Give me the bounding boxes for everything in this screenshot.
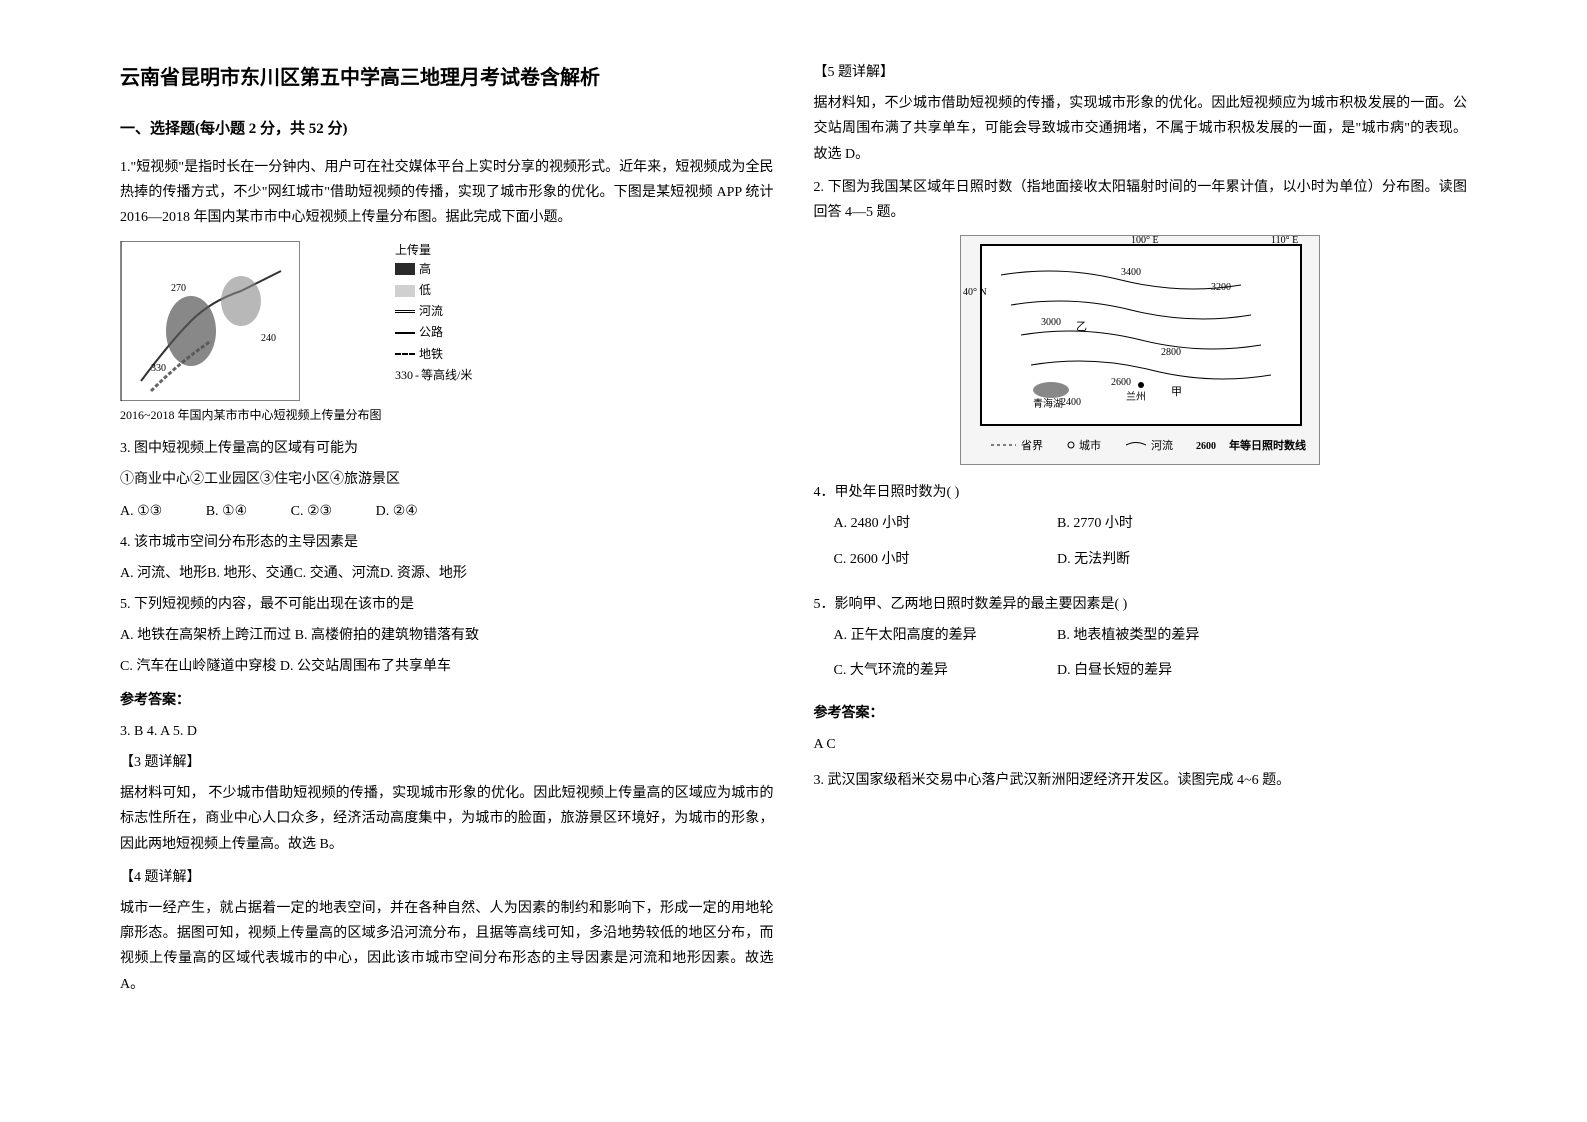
- q5-options-cd: C. 汽车在山岭隧道中穿梭 D. 公交站周围布了共享单车: [120, 654, 774, 679]
- legend-line-river: [395, 310, 415, 313]
- lon1-label: 100° E: [1131, 235, 1159, 246]
- answers-1: 3. B 4. A 5. D: [120, 719, 774, 744]
- svg-text:年等日照时数线: 年等日照时数线: [1229, 438, 1306, 452]
- legend-contour: 等高线/米: [421, 366, 472, 385]
- svg-text:240: 240: [261, 333, 276, 344]
- q2-4-options: A. 2480 小时 B. 2770 小时 C. 2600 小时 D. 无法判断: [834, 511, 1468, 581]
- exp5-heading: 【5 题详解】: [814, 60, 1468, 85]
- answer-heading-2: 参考答案：: [814, 701, 1468, 726]
- lat-label: 40° N: [963, 287, 987, 298]
- legend-high: 高: [419, 260, 431, 279]
- q4-opt-d: D. 资源、地形: [380, 566, 467, 581]
- q1-map-placeholder: 330 270 240: [120, 241, 300, 401]
- q1-legend: 上传量 高 低 河流 公路 地铁 330-等高线/米: [395, 241, 472, 387]
- legend-swatch-high: [395, 263, 415, 275]
- q2-5-stem: 5．影响甲、乙两地日照时数差异的最主要因素是( ): [814, 592, 1468, 617]
- q3-opt-a: A. ①③: [120, 499, 162, 524]
- svg-text:3000: 3000: [1041, 317, 1061, 328]
- exp5-text: 据材料知，不少城市借助短视频的传播，实现城市形象的优化。因此短视频应为城市积极发…: [814, 91, 1468, 167]
- q3-opt-b: B. ①④: [206, 499, 247, 524]
- exp4-text: 城市一经产生，就占据着一定的地表空间，并在各种自然、人为因素的制约和影响下，形成…: [120, 896, 774, 997]
- q2-5-options: A. 正午太阳高度的差异 B. 地表植被类型的差异 C. 大气环流的差异 D. …: [834, 623, 1468, 693]
- answers-2: A C: [814, 732, 1468, 757]
- answer-heading-1: 参考答案：: [120, 688, 774, 713]
- q2-4-stem: 4．甲处年日照时数为( ): [814, 480, 1468, 505]
- legend-title: 上传量: [395, 241, 472, 260]
- page-title: 云南省昆明市东川区第五中学高三地理月考试卷含解析: [120, 60, 774, 96]
- section-heading: 一、选择题(每小题 2 分，共 52 分): [120, 116, 774, 143]
- legend-low: 低: [419, 281, 431, 300]
- svg-text:省界: 省界: [1021, 439, 1043, 452]
- q3-opt-d: D. ②④: [376, 499, 418, 524]
- q4-opt-b: B. 地形、交通: [207, 566, 293, 581]
- q2-5-opt-a: A. 正午太阳高度的差异: [834, 623, 1054, 648]
- svg-text:兰州: 兰州: [1126, 390, 1146, 403]
- q4-options: A. 河流、地形B. 地形、交通C. 交通、河流D. 资源、地形: [120, 561, 774, 586]
- svg-text:乙: 乙: [1076, 320, 1087, 333]
- q2-4-opt-d: D. 无法判断: [1057, 547, 1277, 572]
- exp4-heading: 【4 题详解】: [120, 865, 774, 890]
- svg-text:3200: 3200: [1211, 282, 1231, 293]
- svg-text:河流: 河流: [1151, 438, 1173, 452]
- q1-intro: 1."短视频"是指时长在一分钟内、用户可在社交媒体平台上实时分享的视频形式。近年…: [120, 155, 774, 231]
- q3-stem: 3. 图中短视频上传量高的区域有可能为: [120, 436, 774, 461]
- exp3-text: 据材料可知， 不少城市借助短视频的传播，实现城市形象的优化。因此短视频上传量高的…: [120, 781, 774, 857]
- svg-text:青海湖: 青海湖: [1033, 397, 1063, 410]
- q3-opt-c: C. ②③: [291, 499, 332, 524]
- legend-subway: 地铁: [419, 345, 443, 364]
- q5-opt-d: D. 公交站周围布了共享单车: [280, 659, 451, 674]
- q1-figure-caption: 2016~2018 年国内某市市中心短视频上传量分布图: [120, 405, 382, 427]
- svg-text:2800: 2800: [1161, 347, 1181, 358]
- q5-options-ab: A. 地铁在高架桥上跨江而过 B. 高楼俯拍的建筑物错落有致: [120, 623, 774, 648]
- q4-opt-a: A. 河流、地形: [120, 566, 207, 581]
- q3-choices: ①商业中心②工业园区③住宅小区④旅游景区: [120, 467, 774, 492]
- svg-text:甲: 甲: [1171, 386, 1182, 398]
- q4-opt-c: C. 交通、河流: [293, 566, 379, 581]
- legend-road: 公路: [419, 323, 443, 342]
- svg-text:270: 270: [171, 283, 186, 294]
- q5-opt-c: C. 汽车在山岭隧道中穿梭: [120, 659, 276, 674]
- q2-map-placeholder: 100° E 110° E 40° N 3400 3200 3000 2800 …: [960, 235, 1320, 465]
- q3-options: A. ①③ B. ①④ C. ②③ D. ②④: [120, 499, 774, 524]
- q5-stem: 5. 下列短视频的内容，最不可能出现在该市的是: [120, 592, 774, 617]
- svg-text:2600: 2600: [1111, 377, 1131, 388]
- svg-text:330: 330: [151, 363, 166, 374]
- svg-text:2400: 2400: [1061, 397, 1081, 408]
- q2-5-opt-b: B. 地表植被类型的差异: [1057, 623, 1277, 648]
- q2-4-opt-a: A. 2480 小时: [834, 511, 1054, 536]
- svg-text:城市: 城市: [1079, 438, 1101, 452]
- legend-line-road: [395, 332, 415, 334]
- q3-wuhan-intro: 3. 武汉国家级稻米交易中心落户武汉新洲阳逻经济开发区。读图完成 4~6 题。: [814, 768, 1468, 793]
- q2-4-opt-b: B. 2770 小时: [1057, 511, 1277, 536]
- exp3-heading: 【3 题详解】: [120, 750, 774, 775]
- q5-opt-b: B. 高楼俯拍的建筑物错落有致: [295, 628, 479, 643]
- svg-text:2600: 2600: [1196, 441, 1216, 452]
- q4-stem: 4. 该市城市空间分布形态的主导因素是: [120, 530, 774, 555]
- q1-figure: 330 270 240 2016~2018 年国内某市市中心短视频上传量分布图 …: [120, 241, 774, 427]
- lon2-label: 110° E: [1271, 235, 1298, 246]
- q2-figure: 100° E 110° E 40° N 3400 3200 3000 2800 …: [814, 235, 1468, 465]
- legend-line-subway: [395, 353, 415, 355]
- q2-map-svg: 100° E 110° E 40° N 3400 3200 3000 2800 …: [961, 235, 1319, 465]
- q5-opt-a: A. 地铁在高架桥上跨江而过: [120, 628, 291, 643]
- q1-map-svg: 330 270 240: [121, 241, 299, 401]
- legend-contour-val: 330: [395, 366, 413, 385]
- q2-intro: 2. 下图为我国某区域年日照时数（指地面接收太阳辐射时间的一年累计值，以小时为单…: [814, 175, 1468, 225]
- legend-river: 河流: [419, 302, 443, 321]
- q2-5-opt-c: C. 大气环流的差异: [834, 658, 1054, 683]
- q2-4-opt-c: C. 2600 小时: [834, 547, 1054, 572]
- q2-5-opt-d: D. 白昼长短的差异: [1057, 658, 1277, 683]
- legend-swatch-low: [395, 285, 415, 297]
- svg-text:3400: 3400: [1121, 267, 1141, 278]
